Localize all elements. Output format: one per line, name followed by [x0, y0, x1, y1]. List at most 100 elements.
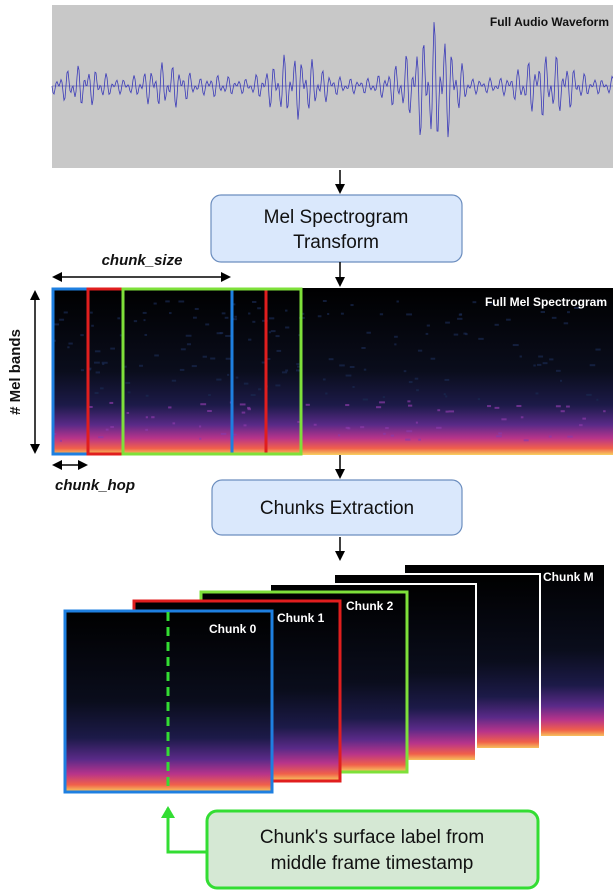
speckle [385, 427, 389, 429]
speckle [199, 425, 201, 427]
speckle [549, 358, 553, 360]
speckle [173, 422, 176, 424]
label-arrow [168, 808, 208, 852]
speckle [478, 338, 483, 340]
speckle [363, 399, 368, 401]
speckle [96, 371, 100, 373]
speckle [347, 427, 350, 429]
speckle [216, 379, 221, 381]
speckle [383, 396, 385, 398]
speckle [89, 406, 93, 408]
speckle [168, 406, 171, 408]
speckle [64, 311, 68, 313]
speckle [394, 336, 398, 338]
speckle [106, 429, 109, 431]
speckle [446, 411, 449, 413]
speckle [325, 393, 327, 395]
speckle [242, 412, 246, 414]
speckle [318, 315, 322, 317]
spectrogram [52, 288, 613, 455]
speckle [225, 317, 229, 319]
speckle [513, 344, 519, 346]
speckle [444, 393, 446, 395]
speckle [187, 343, 191, 345]
speckle [220, 332, 224, 334]
box-label: Transform [293, 232, 379, 253]
speckle [506, 319, 511, 321]
speckle [80, 334, 83, 336]
speckle [154, 354, 159, 356]
speckle [408, 405, 412, 407]
speckle [463, 333, 466, 335]
speckle [151, 416, 154, 418]
speckle [285, 326, 289, 328]
speckle [59, 319, 64, 321]
speckle [407, 400, 410, 402]
speckle [221, 433, 227, 435]
speckle [535, 392, 538, 394]
speckle [110, 348, 115, 350]
speckle [244, 424, 247, 426]
speckle [193, 317, 197, 319]
speckle [524, 439, 529, 441]
speckle [258, 388, 261, 390]
speckle [144, 334, 147, 336]
speckle [498, 432, 502, 434]
speckle [276, 350, 281, 352]
speckle [437, 409, 440, 411]
speckle [125, 382, 130, 384]
speckle [244, 383, 249, 385]
speckle [416, 422, 418, 424]
speckle [339, 364, 345, 366]
speckle [406, 430, 412, 432]
speckle [233, 318, 237, 320]
speckle [341, 313, 344, 315]
speckle [172, 380, 176, 382]
speckle [596, 399, 598, 401]
waveform-label: Full Audio Waveform [490, 15, 609, 29]
speckle [192, 365, 197, 367]
speckle [68, 343, 72, 345]
speckle [60, 440, 62, 442]
speckle [210, 358, 215, 360]
speckle [380, 313, 383, 315]
speckle [590, 364, 596, 366]
speckle [154, 303, 157, 305]
speckle [376, 406, 381, 408]
speckle [418, 439, 421, 441]
box-label: Chunks Extraction [260, 498, 414, 519]
chunk-label: Chunk M [543, 570, 594, 584]
speckle [226, 358, 231, 360]
speckle [426, 333, 429, 335]
speckle [252, 301, 256, 303]
speckle [297, 421, 299, 423]
speckle [205, 323, 209, 325]
speckle [207, 410, 212, 412]
speckle [329, 358, 334, 360]
speckle [296, 363, 299, 365]
speckle [234, 316, 236, 318]
speckle [595, 349, 600, 351]
speckle [252, 321, 255, 323]
speckle [457, 318, 462, 320]
speckle [350, 304, 353, 306]
speckle [91, 325, 94, 327]
speckle [431, 358, 436, 360]
speckle [549, 436, 552, 438]
speckle [109, 402, 113, 404]
speckle [415, 378, 419, 380]
speckle [409, 381, 413, 383]
speckle [128, 391, 131, 393]
speckle [208, 394, 211, 396]
speckle [364, 369, 366, 371]
speckle [323, 378, 326, 380]
speckle [444, 379, 449, 381]
speckle [538, 356, 543, 358]
speckle [117, 317, 120, 319]
box-label: Chunk's surface label from [260, 827, 484, 848]
speckle [165, 300, 169, 302]
speckle [495, 407, 500, 409]
speckle [275, 384, 280, 386]
speckle [102, 362, 108, 364]
speckle [537, 364, 541, 366]
